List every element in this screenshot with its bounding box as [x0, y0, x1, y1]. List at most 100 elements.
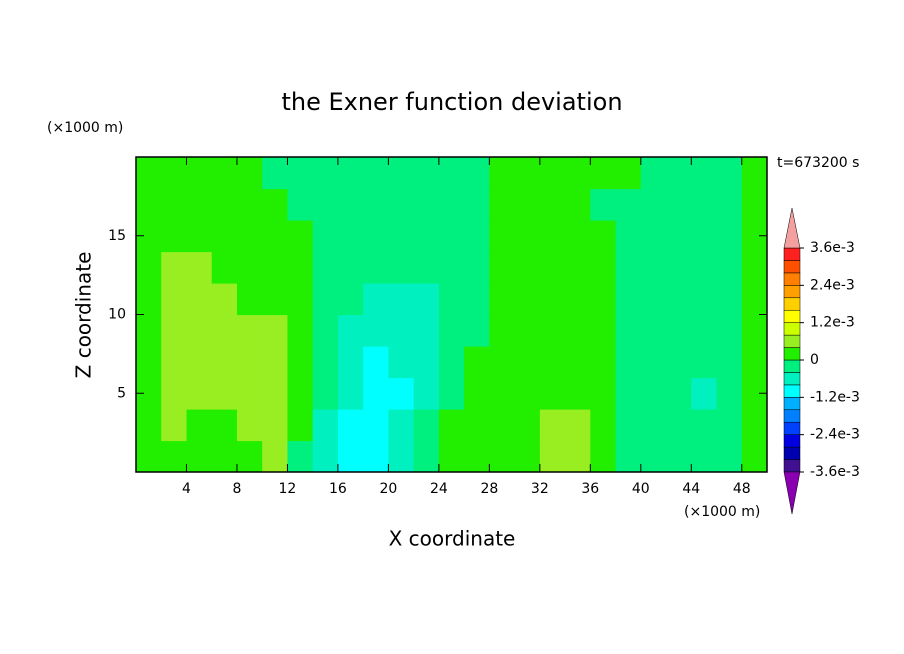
contour-cell	[514, 377, 541, 410]
contour-cell	[691, 409, 718, 442]
contour-cell	[312, 157, 339, 190]
contour-cell	[236, 157, 263, 190]
contour-cell	[312, 346, 339, 379]
contour-cell	[666, 377, 692, 410]
contour-cell	[514, 440, 541, 472]
x-tick-label: 44	[682, 481, 700, 497]
colorbar-band	[783, 446, 801, 460]
contour-cell	[388, 440, 415, 472]
contour-cell	[640, 220, 667, 253]
contour-cell	[666, 220, 692, 253]
contour-cell	[691, 314, 718, 347]
contour-cell	[211, 377, 238, 410]
contour-cell	[464, 283, 490, 316]
contour-cell	[489, 157, 516, 190]
contour-cell	[489, 220, 516, 253]
contour-cell	[615, 157, 642, 190]
contour-cell	[640, 377, 667, 410]
contour-cell	[287, 377, 314, 410]
contour-cell	[161, 251, 188, 284]
contour-cell	[514, 409, 541, 442]
colorbar-extend-high	[783, 207, 801, 249]
contour-cell	[388, 346, 415, 379]
contour-cell	[413, 283, 440, 316]
contour-cell	[691, 251, 718, 284]
contour-cell	[640, 251, 667, 284]
contour-cell	[312, 283, 339, 316]
colorbar-band	[783, 272, 801, 286]
contour-cell	[388, 409, 415, 442]
contour-cell	[615, 188, 642, 221]
contour-cell	[363, 377, 389, 410]
contour-cell	[363, 440, 389, 472]
contour-cell	[464, 251, 490, 284]
colorbar-band	[783, 309, 801, 323]
contour-cell	[136, 314, 162, 347]
colorbar-band	[783, 359, 801, 373]
contour-cell	[716, 283, 743, 316]
contour-cell	[262, 346, 289, 379]
contour-cell	[640, 346, 667, 379]
contour-cell	[413, 409, 440, 442]
contour-cell	[161, 314, 188, 347]
contour-cell	[640, 188, 667, 221]
contour-cell	[211, 440, 238, 472]
colorbar-tick-label: 0	[810, 352, 819, 368]
colorbar-tick-label: -1.2e-3	[810, 389, 860, 405]
contour-cell	[413, 440, 440, 472]
contour-cell	[539, 409, 566, 442]
contour-cell	[741, 157, 767, 190]
contour-cell	[186, 440, 213, 472]
contour-cell	[438, 314, 465, 347]
contour-cell	[514, 283, 541, 316]
x-tick-label: 40	[632, 481, 650, 497]
contour-cell	[363, 251, 389, 284]
contour-cell	[337, 251, 364, 284]
contour-cell	[337, 409, 364, 442]
contour-cell	[287, 409, 314, 442]
contour-cell	[666, 283, 692, 316]
contour-cell	[615, 377, 642, 410]
contour-cell	[565, 251, 591, 284]
contour-cell	[236, 314, 263, 347]
y-unit: (×1000 m)	[47, 120, 123, 136]
contour-cell	[464, 314, 490, 347]
x-tick-label: 16	[329, 481, 347, 497]
contour-cell	[161, 409, 188, 442]
contour-cell	[691, 346, 718, 379]
contour-cell	[464, 377, 490, 410]
contour-cell	[236, 409, 263, 442]
contour-cell	[211, 283, 238, 316]
contour-cell	[615, 251, 642, 284]
x-tick-label: 12	[279, 481, 297, 497]
contour-cell	[539, 220, 566, 253]
contour-cell	[565, 157, 591, 190]
contour-cell	[236, 377, 263, 410]
contour-cell	[640, 314, 667, 347]
contour-cell	[489, 346, 516, 379]
y-tick-label: 5	[117, 385, 126, 401]
contour-cell	[565, 314, 591, 347]
contour-cell	[211, 314, 238, 347]
contour-cell	[565, 346, 591, 379]
colorbar-tick-label: 2.4e-3	[810, 277, 855, 293]
contour-cell	[741, 283, 767, 316]
contour-cell	[337, 188, 364, 221]
contour-cell	[388, 188, 415, 221]
contour-cell	[136, 251, 162, 284]
contour-cell	[716, 346, 743, 379]
contour-cell	[186, 251, 213, 284]
contour-cell	[489, 377, 516, 410]
contour-cell	[413, 314, 440, 347]
contour-cell	[363, 188, 389, 221]
contour-cell	[337, 440, 364, 472]
contour-cell	[438, 283, 465, 316]
contour-cell	[666, 346, 692, 379]
contour-cell	[186, 346, 213, 379]
contour-cell	[615, 220, 642, 253]
contour-cell	[615, 283, 642, 316]
contour-cell	[666, 188, 692, 221]
contour-cell	[388, 377, 415, 410]
colorbar-band	[783, 322, 801, 336]
